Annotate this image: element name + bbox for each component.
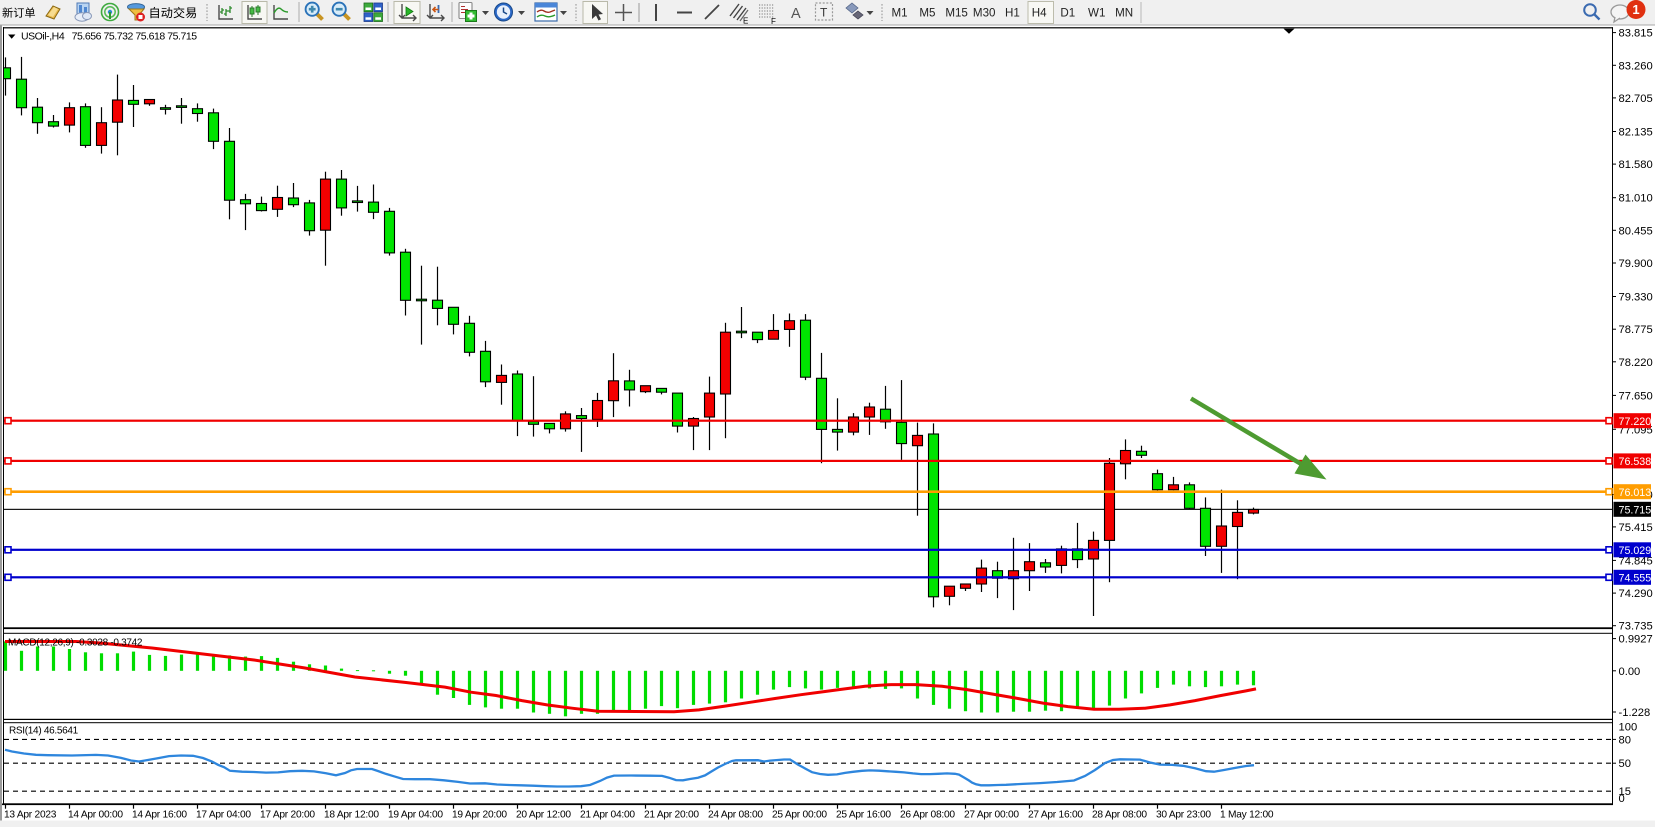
svg-text:18 Apr 12:00: 18 Apr 12:00 [324, 809, 379, 820]
svg-text:27 Apr 00:00: 27 Apr 00:00 [964, 809, 1019, 820]
svg-text:M30: M30 [973, 7, 996, 20]
svg-text:15: 15 [1619, 786, 1631, 798]
svg-text:26 Apr 08:00: 26 Apr 08:00 [900, 809, 955, 820]
svg-text:MACD(12,26,9) -0.3028 -0.3742: MACD(12,26,9) -0.3028 -0.3742 [8, 637, 143, 648]
svg-text:83.260: 83.260 [1619, 60, 1653, 72]
svg-text:19 Apr 04:00: 19 Apr 04:00 [388, 809, 443, 820]
svg-text:83.815: 83.815 [1619, 28, 1653, 40]
svg-text:50: 50 [1619, 758, 1631, 770]
svg-text:75.029: 75.029 [1619, 545, 1652, 557]
svg-text:21 Apr 20:00: 21 Apr 20:00 [644, 809, 699, 820]
svg-text:25 Apr 16:00: 25 Apr 16:00 [836, 809, 891, 820]
svg-text:76.538: 76.538 [1619, 456, 1652, 468]
svg-text:M15: M15 [945, 7, 968, 20]
svg-text:-1.228: -1.228 [1619, 707, 1651, 719]
svg-text:0.00: 0.00 [1619, 666, 1641, 678]
svg-text:80.455: 80.455 [1619, 225, 1653, 237]
svg-text:T: T [820, 6, 828, 20]
svg-text:76.013: 76.013 [1619, 487, 1652, 499]
svg-text:H1: H1 [1005, 7, 1020, 20]
svg-text:1 May 12:00: 1 May 12:00 [1220, 809, 1274, 820]
svg-text:81.010: 81.010 [1619, 193, 1653, 205]
svg-text:25 Apr 00:00: 25 Apr 00:00 [772, 809, 827, 820]
svg-text:M1: M1 [891, 7, 907, 20]
svg-text:W1: W1 [1088, 7, 1105, 20]
svg-text:28 Apr 08:00: 28 Apr 08:00 [1092, 809, 1147, 820]
svg-text:75.715: 75.715 [1619, 504, 1652, 516]
svg-text:0.9927: 0.9927 [1619, 634, 1653, 646]
svg-text:MN: MN [1115, 7, 1133, 20]
svg-text:74.555: 74.555 [1619, 572, 1652, 584]
svg-text:79.900: 79.900 [1619, 258, 1653, 270]
svg-text:RSI(14) 46.5641: RSI(14) 46.5641 [9, 725, 79, 736]
svg-text:75.415: 75.415 [1619, 522, 1653, 534]
svg-text:19 Apr 20:00: 19 Apr 20:00 [452, 809, 507, 820]
svg-text:17 Apr 04:00: 17 Apr 04:00 [196, 809, 251, 820]
svg-text:M5: M5 [919, 7, 935, 20]
svg-text:A: A [791, 6, 801, 22]
svg-text:82.705: 82.705 [1619, 93, 1653, 105]
svg-text:78.775: 78.775 [1619, 324, 1653, 336]
svg-text:77.650: 77.650 [1619, 390, 1653, 402]
svg-text:100: 100 [1619, 722, 1638, 734]
svg-text:21 Apr 04:00: 21 Apr 04:00 [580, 809, 635, 820]
svg-text:80: 80 [1619, 734, 1631, 746]
svg-text:74.845: 74.845 [1619, 555, 1653, 567]
svg-text:E: E [743, 17, 748, 26]
svg-text:79.330: 79.330 [1619, 292, 1653, 304]
svg-text:13 Apr 2023: 13 Apr 2023 [4, 809, 57, 820]
svg-text:17 Apr 20:00: 17 Apr 20:00 [260, 809, 315, 820]
svg-text:F: F [771, 17, 776, 26]
svg-text:24 Apr 08:00: 24 Apr 08:00 [708, 809, 763, 820]
svg-text:81.580: 81.580 [1619, 159, 1653, 171]
svg-text:14 Apr 00:00: 14 Apr 00:00 [68, 809, 123, 820]
svg-text:20 Apr 12:00: 20 Apr 12:00 [516, 809, 571, 820]
svg-text:82.135: 82.135 [1619, 127, 1653, 139]
svg-text:H4: H4 [1032, 7, 1047, 20]
svg-text:78.220: 78.220 [1619, 357, 1653, 369]
svg-text:14 Apr 16:00: 14 Apr 16:00 [132, 809, 187, 820]
svg-text:73.735: 73.735 [1619, 621, 1653, 633]
svg-text:USOil-,H4 75.656 75.732 75.6: USOil-,H4 75.656 75.732 75.618 75.715 [21, 31, 197, 43]
svg-text:30 Apr 23:00: 30 Apr 23:00 [1156, 809, 1211, 820]
svg-text:74.290: 74.290 [1619, 588, 1653, 600]
svg-text:77.220: 77.220 [1619, 416, 1652, 428]
svg-text:D1: D1 [1060, 7, 1075, 20]
svg-text:1: 1 [1632, 2, 1639, 17]
svg-text:0: 0 [1619, 793, 1625, 805]
svg-text:27 Apr 16:00: 27 Apr 16:00 [1028, 809, 1083, 820]
